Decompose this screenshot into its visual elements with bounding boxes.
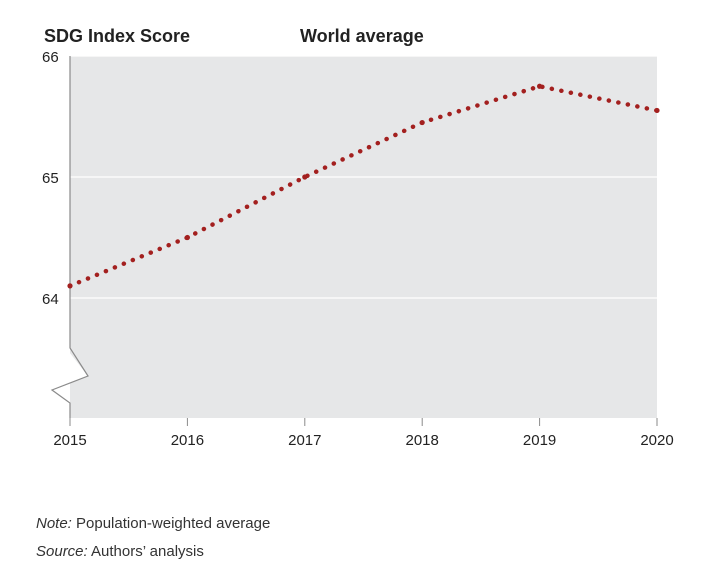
series-line [67,83,660,289]
data-point [537,83,543,89]
data-point [184,234,190,241]
data-point [654,107,660,114]
source-text: Authors’ analysis [87,543,204,560]
note: Note: Population-weighted average [36,515,270,532]
source-label: Source: [36,543,88,560]
x-tick-label: 2017 [288,432,321,449]
x-tick-label: 2018 [406,432,439,449]
data-point [67,283,73,289]
y-axis-label: SDG Index Score [44,26,191,46]
note-text: Population-weighted average [71,515,271,532]
x-tick-label: 2019 [523,432,556,449]
data-point [302,174,308,180]
x-tick-label: 2016 [171,432,204,449]
note-label: Note: [36,515,72,532]
x-tick-label: 2015 [53,432,86,449]
y-tick-label: 66 [42,49,59,66]
x-tick-label: 2020 [640,432,673,449]
source: Source: Authors’ analysis [36,543,204,560]
data-point [419,119,425,126]
y-tick-label: 65 [42,170,59,187]
chart-title: World average [300,26,424,46]
y-axis-line [50,56,89,418]
axis-break [50,348,88,403]
plot-background [70,56,657,418]
y-tick-label: 64 [42,291,59,308]
